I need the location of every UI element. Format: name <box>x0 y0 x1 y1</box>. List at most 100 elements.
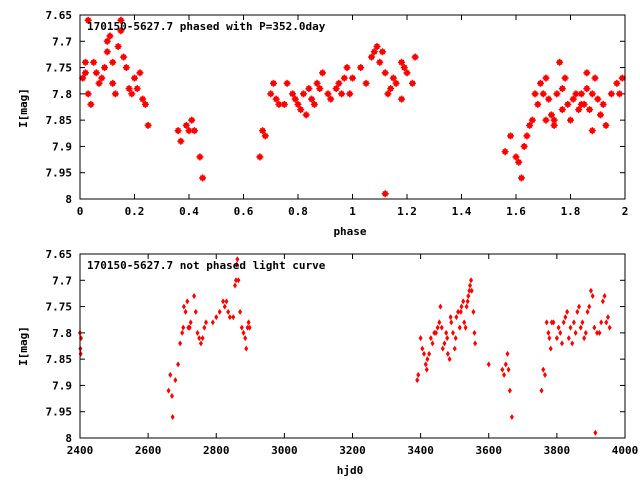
unphased-plot: 2400 2600 2800 3000 3200 3400 3600 3800 4000 7.65… <box>17 248 638 477</box>
y-tick-label: 7.8 <box>52 327 72 340</box>
data-point <box>558 106 566 114</box>
data-point <box>428 335 433 342</box>
data-point <box>195 329 200 336</box>
phased-plot-ylabel: I[mag] <box>17 88 30 128</box>
data-point <box>469 287 474 294</box>
data-point <box>340 74 348 82</box>
y-tick-label: 7.95 <box>46 406 73 419</box>
data-point <box>569 95 577 103</box>
x-tick-label: 0 <box>77 205 84 218</box>
data-point <box>551 319 556 326</box>
data-point <box>512 153 520 161</box>
x-tick-label: 4000 <box>612 444 639 457</box>
data-point <box>173 377 178 384</box>
data-point <box>122 64 130 72</box>
data-point <box>445 335 450 342</box>
data-point <box>193 308 198 315</box>
data-point <box>573 329 578 336</box>
data-point <box>454 314 459 321</box>
data-point <box>594 95 602 103</box>
x-tick-label: 1.2 <box>397 205 417 218</box>
y-tick-label: 7.75 <box>46 301 73 314</box>
data-point <box>575 106 583 114</box>
data-point <box>180 329 185 336</box>
data-point <box>227 314 232 321</box>
data-point <box>445 350 450 357</box>
data-point <box>558 85 566 93</box>
data-point <box>305 85 313 93</box>
data-point <box>238 308 243 315</box>
data-point <box>456 308 461 315</box>
data-point <box>517 174 525 182</box>
data-point <box>558 329 563 336</box>
data-point <box>583 329 588 336</box>
data-point <box>232 282 237 289</box>
x-tick-label: 2 <box>622 205 629 218</box>
data-point <box>101 64 109 72</box>
data-point <box>600 298 605 305</box>
data-point <box>458 308 463 315</box>
data-point <box>500 366 505 373</box>
data-point <box>234 277 239 284</box>
y-tick-label: 7.75 <box>46 62 73 75</box>
data-point <box>346 90 354 98</box>
data-point <box>324 90 332 98</box>
data-point <box>588 90 596 98</box>
data-point <box>81 58 89 66</box>
data-point <box>449 319 454 326</box>
data-point <box>267 90 275 98</box>
data-point <box>592 324 597 331</box>
data-point <box>575 308 580 315</box>
data-point <box>302 111 310 119</box>
data-point <box>398 95 406 103</box>
data-point <box>550 121 558 129</box>
data-point <box>327 95 335 103</box>
data-point <box>422 350 427 357</box>
data-point <box>599 100 607 108</box>
y-tick-label: 7.9 <box>52 379 72 392</box>
data-point <box>503 361 508 368</box>
data-point <box>502 371 507 378</box>
data-point <box>595 329 600 336</box>
data-point <box>420 345 425 352</box>
data-point <box>430 340 435 347</box>
data-point <box>141 100 149 108</box>
data-point <box>221 298 226 305</box>
x-tick-label: 0.6 <box>234 205 254 218</box>
x-tick-label: 3000 <box>271 444 298 457</box>
data-point <box>565 308 570 315</box>
data-point <box>437 319 442 326</box>
data-point <box>190 127 198 135</box>
y-tick-label: 7.85 <box>46 353 73 366</box>
x-tick-label: 0.8 <box>288 205 308 218</box>
unphased-plot-points <box>78 256 612 436</box>
unphased-plot-title: 170150-5627.7 not phased light curve <box>87 259 326 272</box>
data-point <box>192 293 197 300</box>
data-point <box>523 132 531 140</box>
data-point <box>596 111 604 119</box>
data-point <box>570 340 575 347</box>
data-point <box>178 340 183 347</box>
y-tick-label: 7.95 <box>46 167 73 180</box>
phased-plot-ticks: 0 0.2 0.4 0.6 0.8 1 1.2 1.4 1.6 1.8 2 7.65 7.7 7.75 7.… <box>46 9 629 218</box>
data-point <box>505 350 510 357</box>
data-point <box>415 377 420 384</box>
data-point <box>370 48 378 56</box>
data-point <box>564 100 572 108</box>
data-point <box>539 90 547 98</box>
data-point <box>520 142 528 150</box>
data-point <box>453 335 458 342</box>
data-point <box>578 324 583 331</box>
data-point <box>128 90 136 98</box>
y-tick-label: 7.7 <box>52 35 72 48</box>
data-point <box>272 95 280 103</box>
data-point <box>433 329 438 336</box>
data-point <box>566 335 571 342</box>
data-point <box>362 79 370 87</box>
x-tick-label: 2600 <box>135 444 162 457</box>
data-point <box>259 127 267 135</box>
data-point <box>448 314 453 321</box>
phased-plot: 0 0.2 0.4 0.6 0.8 1 1.2 1.4 1.6 1.8 2 7.65 7.7 7.75 7.… <box>17 9 628 238</box>
data-point <box>604 319 609 326</box>
data-point <box>515 158 523 166</box>
